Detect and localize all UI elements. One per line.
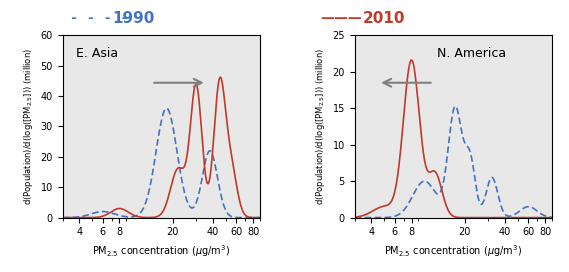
Y-axis label: d(Population)/d(log([PM$_{2.5}$])) (million): d(Population)/d(log([PM$_{2.5}$])) (mill… <box>22 48 35 205</box>
Text: E. Asia: E. Asia <box>76 47 118 60</box>
Y-axis label: d(Population)/d(log([PM$_{2.5}$])) (million): d(Population)/d(log([PM$_{2.5}$])) (mill… <box>314 48 327 205</box>
Text: 2010: 2010 <box>363 11 405 26</box>
Text: 1990: 1990 <box>113 11 155 26</box>
X-axis label: PM$_{2.5}$ concentration ($\mu$g/m$^3$): PM$_{2.5}$ concentration ($\mu$g/m$^3$) <box>384 243 522 259</box>
Text: N. America: N. America <box>438 47 506 60</box>
Text: ———: ——— <box>320 11 362 25</box>
X-axis label: PM$_{2.5}$ concentration ($\mu$g/m$^3$): PM$_{2.5}$ concentration ($\mu$g/m$^3$) <box>92 243 230 259</box>
Text: - - - -: - - - - <box>70 11 129 25</box>
